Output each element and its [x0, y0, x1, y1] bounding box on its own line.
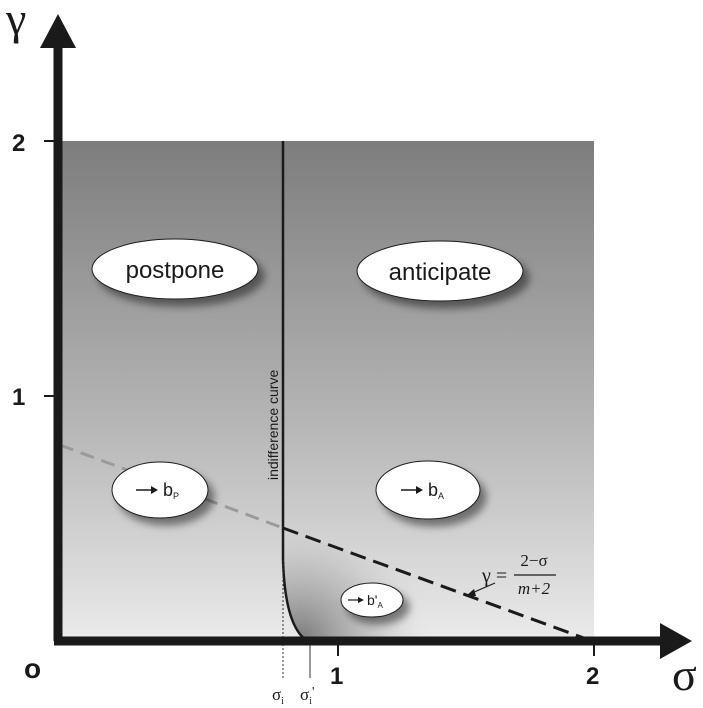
x-tick-label-1: 1 — [330, 663, 343, 690]
svg-text:bP: bP — [163, 480, 179, 501]
bp-bubble — [111, 461, 209, 519]
svg-text:bA: bA — [428, 480, 444, 501]
bpa-marker: b'A — [348, 592, 383, 610]
formula-denominator: m+2 — [518, 579, 551, 598]
y-axis-symbol: γ — [5, 0, 26, 44]
svg-text:b'A: b'A — [367, 592, 383, 610]
sigma-i-label: σi — [272, 685, 284, 707]
x-axis-arrowhead — [660, 623, 692, 659]
anticipate-label: anticipate — [389, 259, 492, 286]
bpa-letter: b' — [367, 592, 377, 608]
bp-letter: b — [163, 480, 173, 500]
sigma-i-prime-mark: ' — [312, 685, 315, 700]
dashed-line-right — [282, 526, 593, 643]
postpone-bubble — [91, 238, 259, 300]
sigma-i-subscript: i — [281, 696, 284, 707]
bp-arrowhead-icon — [151, 486, 158, 494]
bpa-subscript: A — [377, 601, 383, 610]
x-axis-symbol: σ — [672, 649, 697, 700]
bpa-bubble — [340, 582, 404, 618]
bp-subscript: P — [173, 491, 179, 501]
formula-lhs: γ = — [481, 565, 507, 587]
sigma-i-symbol: σ — [272, 685, 281, 704]
ba-letter: b — [428, 480, 438, 500]
ba-subscript: A — [438, 491, 444, 501]
anticipate-bubble — [356, 240, 524, 302]
indifference-curve — [281, 528, 307, 642]
ba-bubble — [375, 460, 481, 520]
ba-marker: bA — [401, 480, 444, 501]
formula-numerator: 2−σ — [520, 551, 547, 570]
sigma-i-prime-subscript: i — [309, 696, 312, 707]
origin-label: o — [24, 653, 41, 684]
formula-pointer — [471, 582, 496, 594]
y-axis-arrowhead — [40, 14, 76, 48]
sigma-i-prime-label: σi' — [300, 685, 314, 707]
bpa-arrowhead-icon — [358, 597, 364, 603]
postpone-label: postpone — [126, 257, 225, 284]
formula: γ = 2−σ m+2 — [466, 551, 556, 598]
ba-arrowhead-icon — [416, 486, 423, 494]
sigma-i-prime-symbol: σ — [300, 685, 309, 704]
y-tick-label-2: 2 — [12, 130, 25, 157]
indifference-curve-label: indifference curve — [265, 370, 281, 480]
x-tick-label-2: 2 — [586, 663, 599, 690]
bp-marker: bP — [136, 480, 179, 501]
y-tick-label-1: 1 — [12, 384, 25, 411]
formula-pointer-arrowhead-icon — [466, 589, 476, 596]
